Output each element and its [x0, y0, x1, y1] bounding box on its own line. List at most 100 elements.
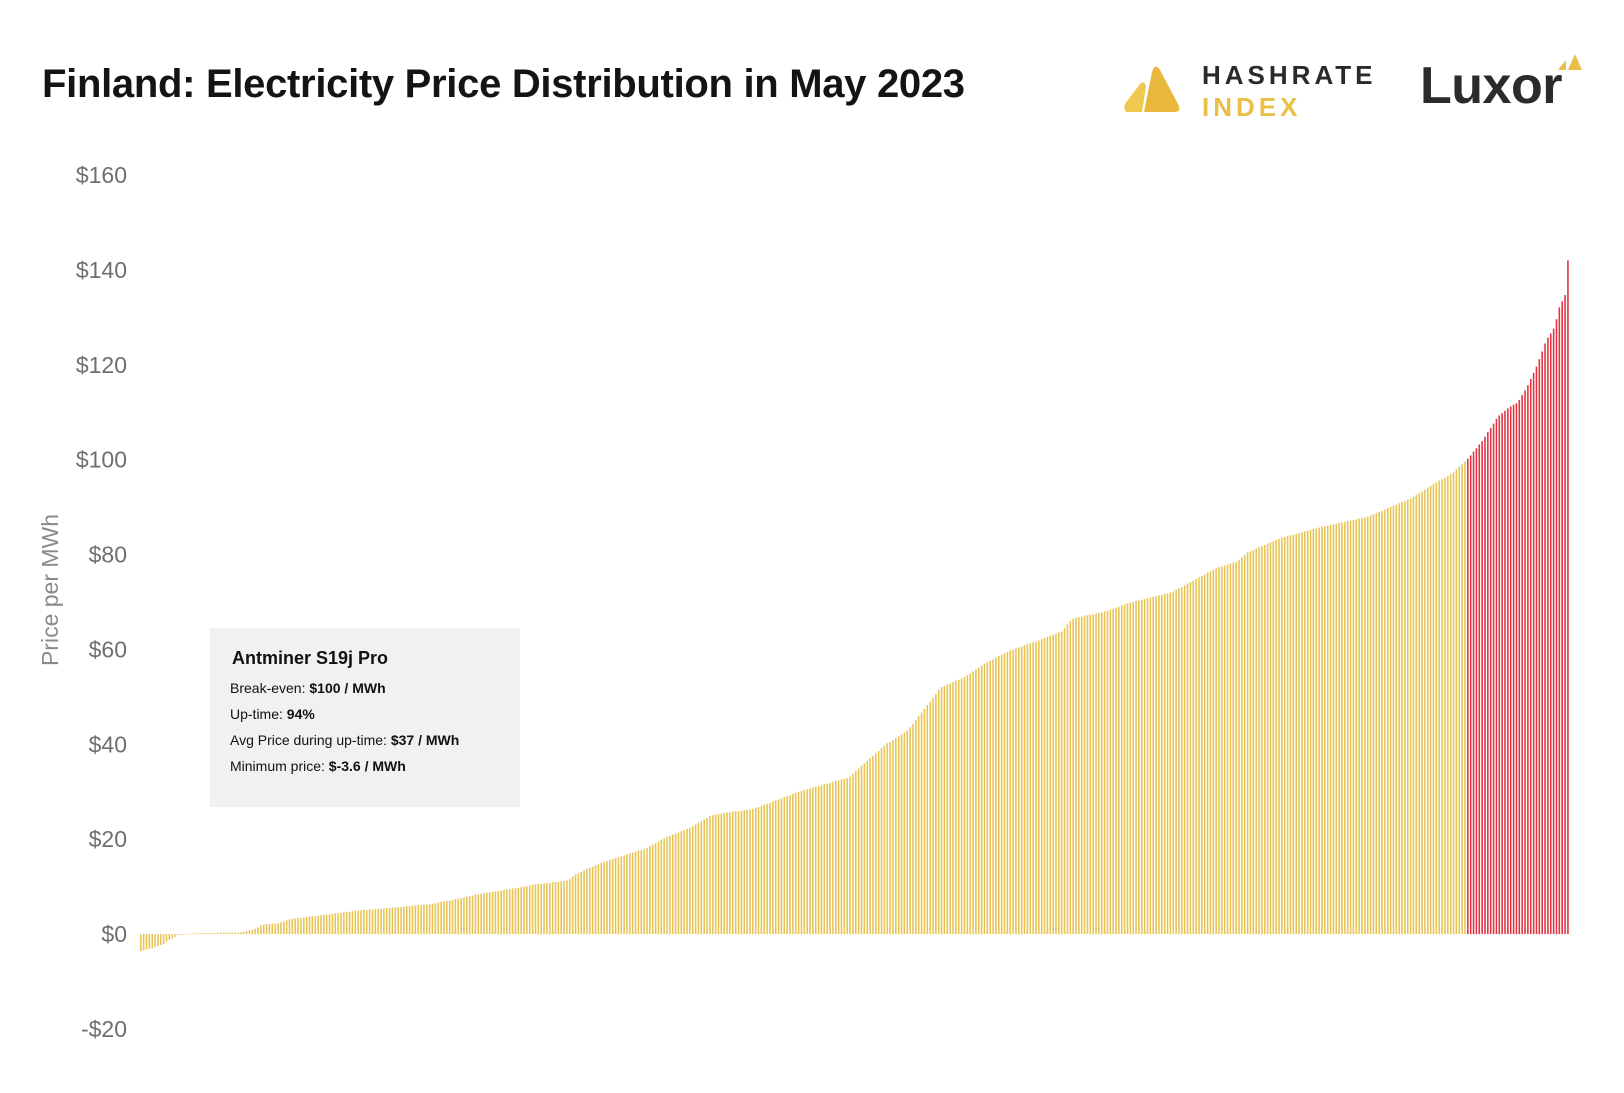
price-bar [1544, 343, 1546, 935]
price-bar [680, 831, 683, 935]
price-bar [597, 864, 600, 935]
price-bar [142, 934, 145, 951]
price-bar [497, 890, 500, 935]
price-bar [400, 907, 402, 935]
price-bar [1301, 532, 1303, 935]
price-bar [1398, 503, 1400, 935]
price-bar [1298, 533, 1300, 935]
price-bar [254, 928, 256, 935]
price-bar [471, 895, 474, 935]
price-bar [915, 720, 917, 935]
price-bar [1295, 533, 1298, 935]
price-bar [1341, 522, 1343, 935]
price-bar [852, 773, 854, 935]
price-bar [265, 924, 268, 935]
price-bar [237, 932, 239, 935]
price-bar [208, 933, 211, 935]
price-bar [1058, 632, 1060, 935]
price-bar [300, 917, 302, 935]
price-bar [732, 811, 734, 935]
price-bar [1432, 483, 1435, 935]
price-bar [726, 812, 728, 935]
price-bar [1203, 574, 1206, 935]
price-bar [772, 801, 774, 935]
price-bar [571, 876, 574, 935]
price-bar [403, 906, 405, 935]
info-box-title: Antminer S19j Pro [232, 648, 389, 668]
price-bar [228, 932, 231, 935]
price-bar [411, 905, 414, 935]
price-bar [1369, 515, 1372, 935]
price-bar [526, 886, 528, 935]
price-bar [1372, 514, 1375, 935]
price-bar [998, 656, 1000, 935]
price-bar [1535, 366, 1538, 935]
price-bar [283, 921, 285, 935]
price-bar [666, 836, 668, 935]
price-bar [600, 862, 603, 935]
info-value: 94% [286, 706, 315, 722]
price-bar [720, 813, 723, 935]
price-bar [649, 845, 651, 935]
price-bar [1060, 631, 1063, 935]
price-bar [1078, 617, 1080, 935]
price-bar [1018, 647, 1020, 935]
price-bar [749, 809, 751, 935]
price-bar [709, 815, 711, 935]
price-bar [360, 910, 362, 935]
price-bar [1567, 260, 1569, 935]
price-bar [1123, 604, 1126, 935]
price-bar [1109, 609, 1112, 935]
price-bar [783, 797, 786, 935]
price-bar [640, 850, 643, 935]
y-axis: $160 $140 $120 $100 $80 $60 $40 $20 $0 -$20 [76, 162, 127, 1042]
price-bar [1063, 628, 1066, 935]
info-row-uptime: Up-time: 94% [230, 706, 315, 722]
price-bar [480, 893, 482, 935]
price-bar [1427, 487, 1429, 935]
price-bar [740, 810, 743, 935]
price-bar [1284, 537, 1286, 935]
bars [140, 260, 1569, 952]
price-bar [148, 934, 151, 949]
price-bar [875, 753, 877, 935]
price-bar [1495, 418, 1498, 935]
price-bar [960, 678, 963, 935]
price-bar [1238, 559, 1240, 935]
price-bar [317, 915, 319, 935]
price-bar [211, 933, 214, 935]
price-bar [1243, 555, 1246, 935]
price-bar [334, 913, 337, 935]
price-bar [1309, 529, 1312, 935]
price-bar [1469, 455, 1472, 935]
price-bar [363, 909, 365, 935]
info-row-avg-price: Avg Price during up-time: $37 / MWh [230, 732, 459, 748]
price-bar [669, 835, 671, 935]
price-bar [1040, 639, 1043, 935]
price-bar [1249, 551, 1252, 935]
price-bar [1069, 620, 1072, 935]
price-bar [1561, 301, 1563, 935]
price-bar [1509, 406, 1512, 935]
price-bar [937, 690, 940, 935]
price-bar [626, 854, 628, 935]
price-bar [457, 898, 460, 935]
price-bar [174, 934, 176, 937]
price-bar [145, 934, 148, 950]
price-bar [1452, 472, 1455, 935]
price-bar [1401, 501, 1403, 935]
price-bar [1444, 477, 1446, 935]
price-bar [594, 865, 597, 935]
price-bar [1252, 549, 1255, 935]
price-bar [646, 847, 648, 935]
price-bar [691, 825, 694, 935]
price-bar [468, 896, 471, 935]
price-bar [686, 828, 688, 935]
price-bar [1275, 539, 1277, 935]
price-bar [446, 900, 448, 935]
price-bar [1112, 608, 1114, 935]
price-bar [220, 932, 222, 935]
price-bar [820, 785, 823, 935]
price-bar [437, 902, 440, 935]
price-bar [1189, 582, 1192, 935]
